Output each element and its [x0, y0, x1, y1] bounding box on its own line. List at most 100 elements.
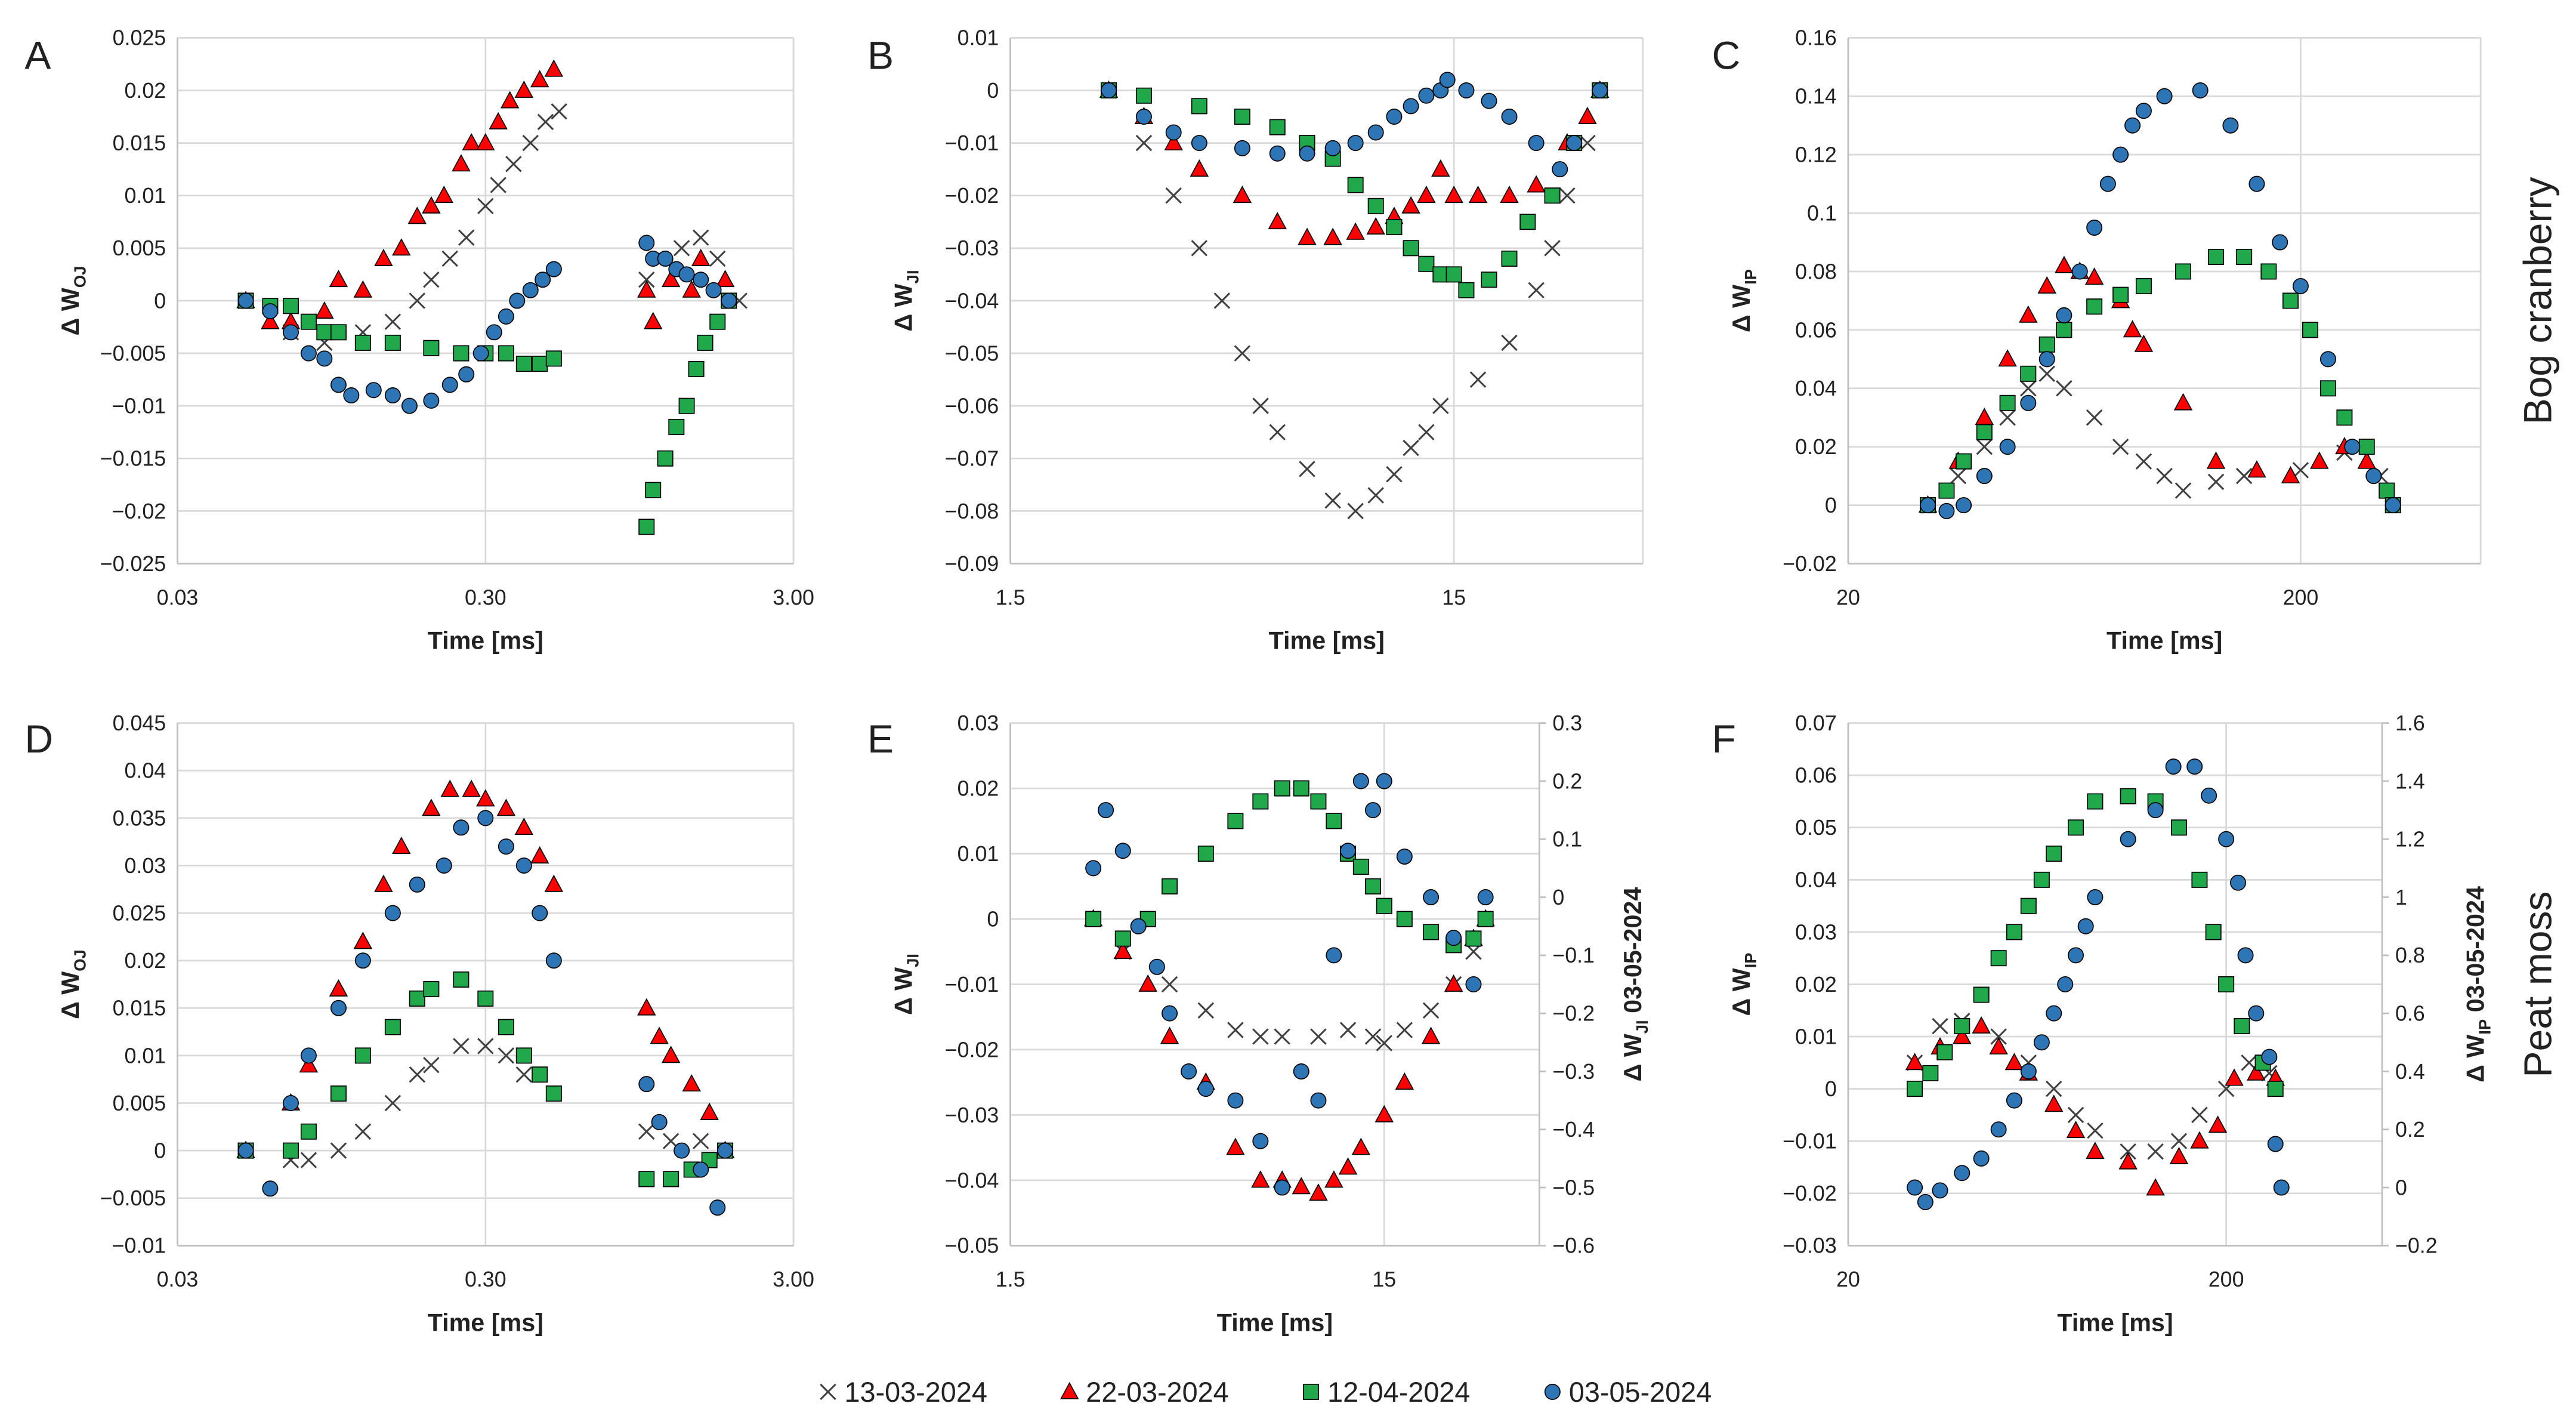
data-point: [477, 198, 494, 215]
data-point: [435, 857, 452, 874]
y-tick-label: −0.02: [1783, 1182, 1837, 1205]
data-point: [2165, 758, 2182, 775]
data-point: [1477, 911, 1494, 927]
data-point: [2135, 453, 2152, 470]
y2-tick-label: −0.2: [2395, 1234, 2438, 1258]
series-03-05-2024: [1085, 773, 1494, 1196]
y-tick-label: −0.015: [100, 447, 166, 471]
x-axis-label: Time [ms]: [2106, 627, 2222, 655]
data-point: [353, 932, 373, 949]
data-point: [498, 308, 514, 325]
y-axis-label: Δ WJI: [889, 954, 922, 1015]
panel-a: −0.025 −0.02 −0.015 −0.01 −0.005 0 0.005 0.01 0.…: [24, 26, 814, 655]
data-point: [2004, 1053, 2024, 1071]
data-point: [2077, 918, 2094, 934]
data-point: [1500, 186, 1519, 203]
data-point: [637, 280, 656, 298]
data-point: [300, 1123, 317, 1140]
data-point: [544, 59, 564, 77]
data-point: [2112, 286, 2129, 303]
data-point: [1973, 986, 1990, 1003]
data-point: [2191, 1106, 2208, 1124]
x-tick-label: 0.30: [465, 1267, 506, 1291]
data-point: [1234, 109, 1250, 125]
data-point: [2365, 468, 2382, 485]
y-tick-label: 0.05: [1795, 816, 1837, 840]
data-point: [1213, 292, 1231, 309]
data-point: [661, 1045, 681, 1063]
x-tick-label: 20: [1836, 585, 1860, 609]
y-tick-label: 0.01: [957, 26, 999, 50]
data-point: [476, 132, 495, 150]
data-point: [2175, 482, 2192, 499]
panel-b: −0.09 −0.08 −0.07 −0.06 −0.05 −0.04 −0.03 −0.02…: [867, 26, 1644, 655]
x-tick-label: 200: [2209, 1267, 2244, 1291]
data-point: [2201, 787, 2217, 804]
data-point: [1135, 87, 1152, 104]
data-point: [1469, 371, 1487, 388]
data-point: [407, 206, 427, 224]
data-point: [2292, 462, 2309, 479]
data-point: [1990, 1028, 2007, 1045]
data-point: [1234, 140, 1250, 156]
data-point: [2267, 1081, 2284, 1097]
data-point: [490, 177, 506, 193]
y2-tick-label: 0.2: [1552, 769, 1582, 793]
data-point: [2357, 451, 2376, 469]
data-point: [1339, 1022, 1357, 1038]
y-tick-label: 0: [154, 289, 166, 313]
data-point: [678, 266, 695, 283]
data-point: [2234, 1018, 2250, 1035]
data-point: [384, 1094, 401, 1112]
data-point: [282, 298, 299, 314]
y-tick-label: 0: [1825, 494, 1837, 517]
data-point: [409, 990, 425, 1007]
data-point: [1274, 780, 1290, 797]
data-point: [237, 1142, 254, 1159]
data-point: [1519, 214, 1536, 230]
data-point: [1340, 843, 1357, 859]
data-point: [2112, 438, 2129, 455]
legend-item: 03-05-2024: [1544, 1377, 1712, 1408]
x-tick-label: 200: [2283, 585, 2319, 609]
data-point: [2169, 1146, 2189, 1164]
data-point: [1432, 397, 1449, 414]
data-point: [2068, 819, 2084, 836]
data-point: [1418, 424, 1435, 440]
data-point: [1501, 250, 1518, 267]
data-point: [2186, 758, 2203, 775]
data-point: [697, 334, 714, 351]
data-point: [2037, 276, 2056, 294]
data-point: [1365, 878, 1381, 895]
data-point: [668, 418, 685, 435]
data-point: [2086, 1142, 2105, 1159]
x-tick-label: 0.03: [157, 1267, 199, 1291]
data-point: [1085, 911, 1102, 927]
data-point: [1954, 1165, 1970, 1182]
data-point: [1922, 1065, 1939, 1081]
data-point: [2086, 298, 2103, 315]
data-point: [1326, 947, 1342, 964]
data-point: [2222, 117, 2239, 134]
data-point: [453, 1038, 470, 1054]
data-point: [2267, 1136, 2284, 1152]
data-point: [1938, 502, 1955, 519]
data-point: [1376, 1035, 1393, 1051]
data-point: [515, 1066, 533, 1083]
data-point: [535, 272, 551, 288]
data-point: [1366, 217, 1385, 235]
data-point: [282, 1095, 299, 1112]
y2-tick-label: −0.2: [1552, 1002, 1595, 1026]
data-point: [261, 311, 280, 329]
data-point: [532, 905, 548, 921]
y-tick-label: −0.03: [945, 1103, 999, 1127]
data-point: [329, 979, 348, 997]
data-point: [1367, 198, 1384, 214]
y-tick-label: 0.015: [113, 131, 166, 155]
series-22-03-2024: [1083, 909, 1495, 1201]
legend-item: 13-03-2024: [820, 1377, 987, 1408]
y-axis-label: Δ WOJ: [57, 266, 89, 336]
data-point: [2099, 175, 2116, 192]
data-point: [657, 250, 674, 267]
data-point: [1114, 930, 1131, 947]
